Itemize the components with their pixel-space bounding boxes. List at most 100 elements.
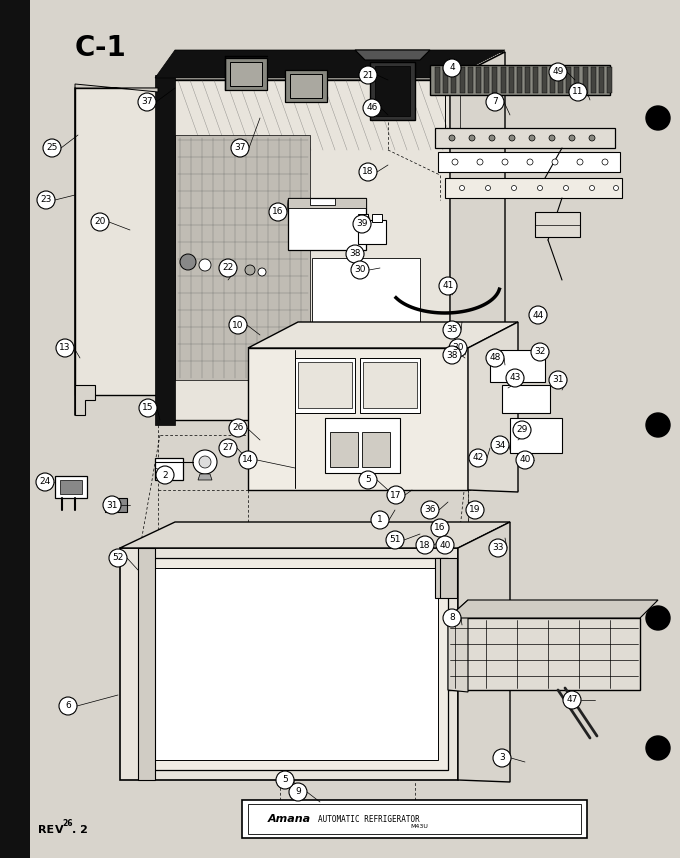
Text: 3: 3 bbox=[499, 753, 505, 763]
Text: 21: 21 bbox=[362, 70, 374, 80]
Circle shape bbox=[486, 185, 490, 190]
Bar bbox=[0, 0, 30, 858]
Circle shape bbox=[229, 316, 247, 334]
Polygon shape bbox=[509, 67, 514, 93]
Circle shape bbox=[231, 139, 249, 157]
Text: 35: 35 bbox=[446, 325, 458, 335]
Circle shape bbox=[229, 419, 247, 437]
Text: 19: 19 bbox=[469, 505, 481, 515]
Text: 4: 4 bbox=[449, 63, 455, 72]
Circle shape bbox=[489, 539, 507, 557]
Text: 42: 42 bbox=[473, 454, 483, 462]
Circle shape bbox=[156, 466, 174, 484]
Circle shape bbox=[59, 697, 77, 715]
Text: 17: 17 bbox=[390, 491, 402, 499]
Polygon shape bbox=[448, 618, 640, 690]
Circle shape bbox=[516, 451, 534, 469]
Circle shape bbox=[221, 261, 235, 275]
Text: 26: 26 bbox=[62, 819, 73, 827]
Circle shape bbox=[469, 449, 487, 467]
Polygon shape bbox=[160, 52, 505, 80]
Bar bbox=[435, 558, 457, 598]
Polygon shape bbox=[591, 67, 596, 93]
Bar bbox=[360, 358, 420, 413]
Circle shape bbox=[363, 99, 381, 117]
Bar bbox=[290, 74, 322, 98]
Circle shape bbox=[43, 139, 61, 157]
Circle shape bbox=[531, 343, 549, 361]
Bar bbox=[150, 568, 438, 760]
Text: 23: 23 bbox=[40, 196, 52, 204]
Polygon shape bbox=[445, 178, 622, 198]
Bar bbox=[155, 458, 183, 480]
Bar bbox=[295, 358, 355, 413]
Circle shape bbox=[511, 185, 517, 190]
Bar bbox=[330, 432, 358, 467]
Polygon shape bbox=[599, 67, 604, 93]
Circle shape bbox=[466, 501, 484, 519]
Circle shape bbox=[353, 215, 371, 233]
Polygon shape bbox=[541, 67, 547, 93]
Text: 11: 11 bbox=[573, 88, 583, 96]
Circle shape bbox=[180, 254, 196, 270]
Bar bbox=[225, 58, 267, 90]
Text: 46: 46 bbox=[367, 104, 377, 112]
Polygon shape bbox=[155, 75, 175, 425]
Text: . 2: . 2 bbox=[72, 825, 88, 835]
Polygon shape bbox=[288, 198, 366, 208]
Text: 36: 36 bbox=[424, 505, 436, 515]
Polygon shape bbox=[370, 62, 415, 120]
Circle shape bbox=[359, 66, 377, 84]
Bar bbox=[372, 214, 382, 222]
Text: 5: 5 bbox=[282, 776, 288, 784]
Text: 6: 6 bbox=[65, 702, 71, 710]
Polygon shape bbox=[443, 67, 448, 93]
Circle shape bbox=[351, 261, 369, 279]
Polygon shape bbox=[120, 522, 510, 548]
Polygon shape bbox=[75, 88, 158, 395]
Circle shape bbox=[527, 159, 533, 165]
Text: RE: RE bbox=[38, 825, 54, 835]
Polygon shape bbox=[438, 152, 620, 172]
Polygon shape bbox=[525, 67, 530, 93]
Text: 2: 2 bbox=[163, 470, 168, 480]
Text: 38: 38 bbox=[446, 351, 458, 360]
Bar bbox=[502, 385, 550, 413]
Circle shape bbox=[346, 245, 364, 263]
Circle shape bbox=[269, 203, 287, 221]
Text: 40: 40 bbox=[439, 541, 451, 549]
Text: 10: 10 bbox=[233, 321, 243, 329]
Bar bbox=[105, 498, 127, 512]
Text: 31: 31 bbox=[106, 500, 118, 510]
Circle shape bbox=[537, 185, 543, 190]
Polygon shape bbox=[566, 67, 571, 93]
Polygon shape bbox=[160, 52, 450, 80]
Polygon shape bbox=[375, 66, 410, 116]
Circle shape bbox=[138, 93, 156, 111]
Polygon shape bbox=[248, 322, 518, 348]
Text: 14: 14 bbox=[242, 456, 254, 464]
Bar bbox=[140, 558, 448, 770]
Circle shape bbox=[443, 59, 461, 77]
Circle shape bbox=[443, 346, 461, 364]
Polygon shape bbox=[558, 67, 563, 93]
Polygon shape bbox=[550, 67, 555, 93]
Text: 44: 44 bbox=[532, 311, 543, 319]
Circle shape bbox=[289, 783, 307, 801]
Circle shape bbox=[103, 496, 121, 514]
Bar bbox=[535, 212, 580, 237]
Circle shape bbox=[552, 159, 558, 165]
Text: 18: 18 bbox=[362, 167, 374, 177]
Circle shape bbox=[506, 369, 524, 387]
Circle shape bbox=[493, 749, 511, 767]
Bar bbox=[285, 70, 327, 102]
Text: 48: 48 bbox=[490, 353, 500, 362]
Circle shape bbox=[549, 63, 567, 81]
Polygon shape bbox=[435, 128, 615, 148]
Text: 20: 20 bbox=[95, 217, 105, 227]
Text: 22: 22 bbox=[222, 263, 234, 273]
Polygon shape bbox=[75, 385, 95, 415]
Circle shape bbox=[371, 511, 389, 529]
Circle shape bbox=[602, 159, 608, 165]
Polygon shape bbox=[533, 67, 539, 93]
